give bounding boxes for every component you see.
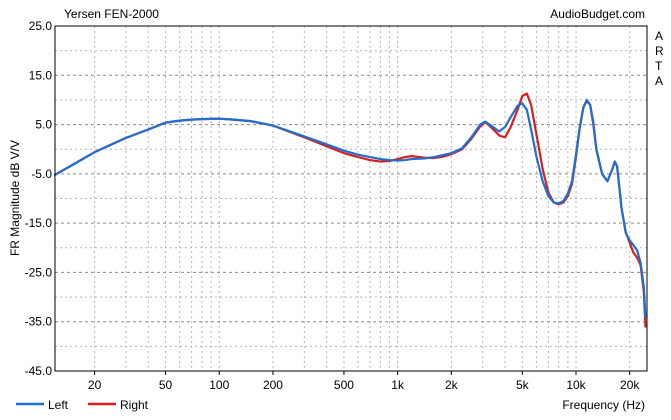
x-tick-label: 10k [566,378,586,392]
x-tick-label: 2k [445,378,459,392]
chart-title: Yersen FEN-2000 [64,7,159,21]
x-tick-label: 5k [516,378,530,392]
plot-frame [54,25,648,372]
side-label-letter: A [655,74,663,88]
series-line-right [53,92,647,328]
y-tick-label: 5.0 [35,118,52,132]
y-tick-label: -5.0 [31,167,52,181]
x-tick-label: 100 [209,378,229,392]
axis-ticks: 20 50 100 200 500 1k 2k 5k 10k 20k 25.0 15.0 5.0 -5.0… [25,19,641,392]
source-label: AudioBudget.com [550,7,645,21]
side-label-letter: A [655,29,663,43]
y-tick-label: 15.0 [29,68,53,82]
legend: Left Right [16,398,149,412]
y-tick-label: 25.0 [29,19,53,33]
x-tick-label: 500 [334,378,354,392]
x-tick-label: 50 [159,378,173,392]
y-axis-label: FR Magnitude dB V/V [8,140,22,256]
series-line-left [53,98,647,318]
legend-right-label: Right [120,398,149,412]
legend-left-label: Left [48,398,69,412]
y-tick-label: -25.0 [25,265,53,279]
y-tick-label: -45.0 [25,364,53,378]
grid-lines [55,26,647,371]
x-tick-label: 20k [620,378,640,392]
y-tick-label: -15.0 [25,216,53,230]
side-label-letter: R [655,44,664,58]
x-axis-label: Frequency (Hz) [562,398,645,412]
series-curves [53,92,647,328]
y-tick-label: -35.0 [25,315,53,329]
x-tick-label: 200 [263,378,283,392]
x-tick-label: 20 [88,378,102,392]
side-label-letter: T [655,59,663,73]
x-tick-label: 1k [391,378,405,392]
